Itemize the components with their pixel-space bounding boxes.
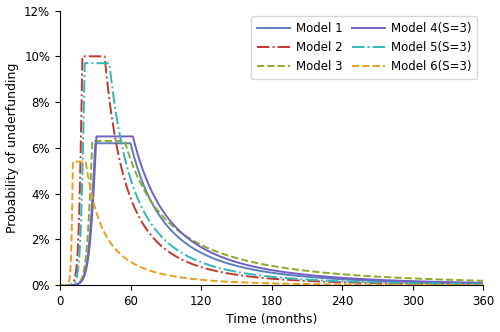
- X-axis label: Time (months): Time (months): [226, 313, 318, 326]
- Model 3: [468, 279, 474, 283]
- Model 6(S=3): [263, 281, 269, 285]
- Model 2: [390, 282, 396, 286]
- Model 4(S=3): [57, 283, 63, 287]
- Model 2: [78, 99, 84, 103]
- Model 6(S=3): [468, 283, 474, 287]
- Model 3: [390, 276, 396, 280]
- Model 4(S=3): [468, 281, 474, 285]
- Y-axis label: Probability of underfunding: Probability of underfunding: [6, 63, 18, 233]
- Model 2: [480, 283, 486, 287]
- Model 5(S=3): [57, 283, 63, 287]
- Model 2: [468, 282, 474, 286]
- Model 2: [263, 276, 269, 280]
- Model 5(S=3): [252, 273, 258, 277]
- Model 1: [263, 270, 269, 274]
- Model 1: [78, 279, 84, 283]
- Model 5(S=3): [390, 281, 396, 285]
- Line: Model 6(S=3): Model 6(S=3): [60, 162, 484, 285]
- Model 2: [468, 282, 474, 286]
- Model 4(S=3): [480, 281, 486, 285]
- Model 4(S=3): [263, 267, 269, 271]
- Model 6(S=3): [468, 283, 474, 287]
- Line: Model 5(S=3): Model 5(S=3): [60, 63, 484, 285]
- Model 2: [252, 275, 258, 279]
- Model 6(S=3): [390, 283, 396, 287]
- Model 4(S=3): [390, 279, 396, 283]
- Legend: Model 1, Model 2, Model 3, Model 4(S=3), Model 5(S=3), Model 6(S=3): Model 1, Model 2, Model 3, Model 4(S=3),…: [251, 17, 478, 79]
- Model 5(S=3): [468, 282, 474, 286]
- Model 6(S=3): [57, 283, 63, 287]
- Model 5(S=3): [82, 61, 87, 65]
- Model 1: [468, 281, 474, 285]
- Model 1: [252, 268, 258, 272]
- Model 1: [92, 141, 98, 145]
- Model 6(S=3): [79, 160, 85, 164]
- Model 1: [390, 280, 396, 284]
- Model 2: [80, 54, 86, 58]
- Model 5(S=3): [468, 282, 474, 286]
- Line: Model 2: Model 2: [60, 56, 484, 285]
- Model 5(S=3): [263, 274, 269, 278]
- Model 3: [468, 279, 474, 283]
- Line: Model 1: Model 1: [60, 143, 484, 285]
- Model 3: [90, 139, 96, 143]
- Model 5(S=3): [78, 203, 84, 207]
- Model 3: [252, 261, 258, 265]
- Model 1: [480, 282, 486, 286]
- Model 3: [263, 263, 269, 267]
- Model 1: [57, 283, 63, 287]
- Line: Model 4(S=3): Model 4(S=3): [60, 136, 484, 285]
- Model 6(S=3): [480, 283, 486, 287]
- Model 6(S=3): [70, 160, 76, 164]
- Model 4(S=3): [252, 265, 258, 269]
- Model 6(S=3): [252, 281, 258, 285]
- Model 3: [78, 277, 84, 281]
- Model 4(S=3): [78, 279, 84, 283]
- Model 4(S=3): [94, 134, 100, 138]
- Model 4(S=3): [468, 281, 474, 285]
- Model 2: [57, 283, 63, 287]
- Model 3: [57, 283, 63, 287]
- Line: Model 3: Model 3: [60, 141, 484, 285]
- Model 1: [468, 281, 474, 285]
- Model 5(S=3): [480, 282, 486, 286]
- Model 3: [480, 279, 486, 283]
